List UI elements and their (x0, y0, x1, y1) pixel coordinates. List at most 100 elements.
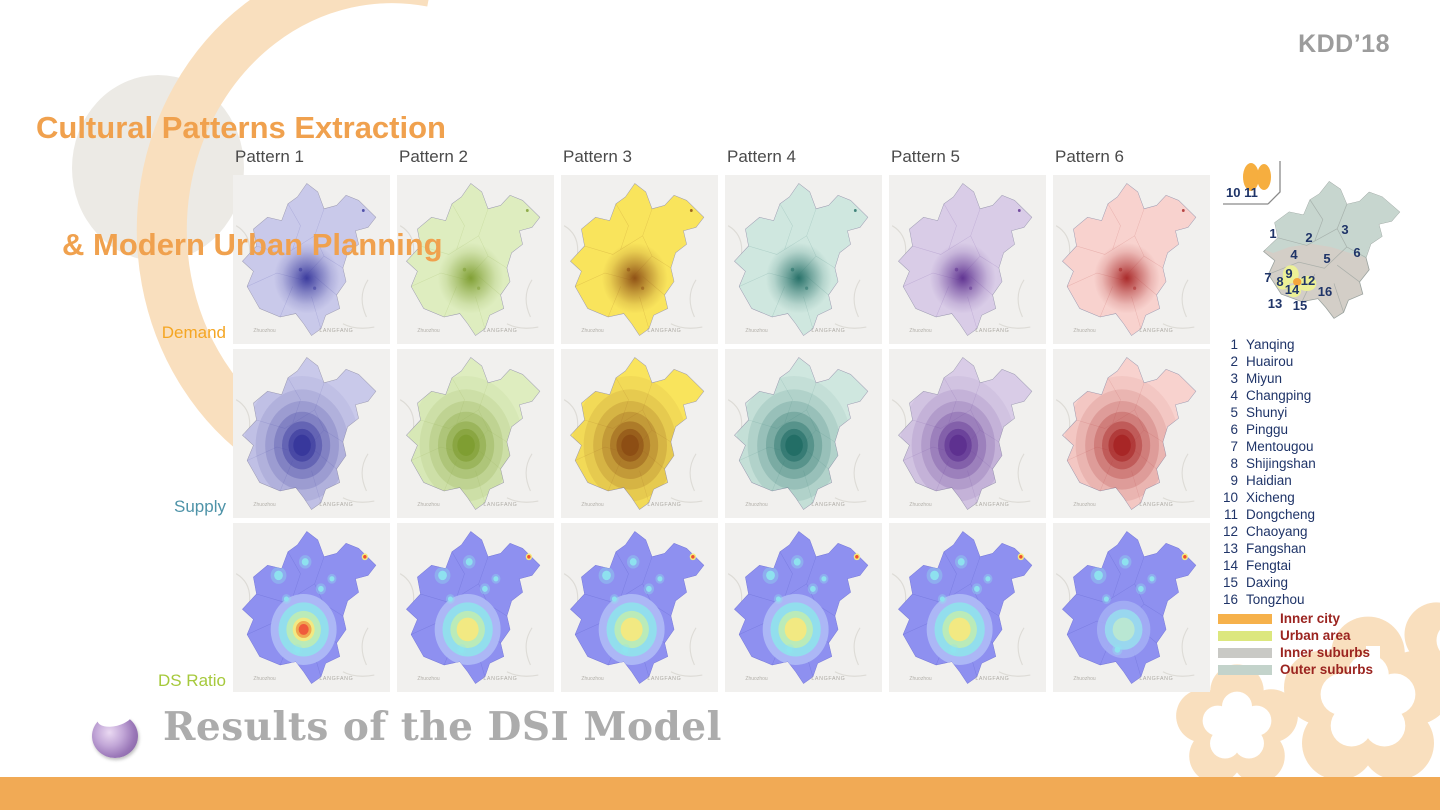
svg-text:Zhuozhou: Zhuozhou (745, 676, 767, 682)
category-row: Urban area (1218, 627, 1436, 644)
district-list-item: 5 Shunyi (1218, 404, 1436, 421)
district-num: 2 (1230, 354, 1238, 369)
district-name: Xicheng (1246, 490, 1295, 505)
district-name: Fengtai (1246, 558, 1292, 573)
svg-text:Zhuozhou: Zhuozhou (1073, 676, 1095, 682)
district-list-item: 4 Changping (1218, 387, 1436, 404)
district-num: 12 (1222, 524, 1238, 539)
svg-text:LANGFANG: LANGFANG (811, 328, 845, 334)
district-name: Dongcheng (1246, 507, 1316, 522)
district-number-8: 8 (1276, 274, 1283, 289)
map-ds-pattern-1: Zhuozhou LANGFANG (233, 523, 390, 692)
category-label: Outer suburbs (1280, 661, 1374, 677)
district-number-12: 12 (1301, 273, 1315, 288)
district-name: Tongzhou (1246, 592, 1305, 607)
decor-flowers (1176, 602, 1440, 783)
district-name: Haidian (1246, 473, 1292, 488)
district-list: 1 Yanqing 2 Huairou 3 Miyun 4 Changping 5 Sh… (1218, 336, 1436, 608)
district-num: 14 (1222, 558, 1238, 573)
district-number-15: 15 (1293, 298, 1307, 313)
district-list-item: 8 Shijingshan (1218, 455, 1436, 472)
district-name: Changping (1246, 388, 1312, 403)
district-list-item: 15 Daxing (1218, 574, 1436, 591)
district-number-6: 6 (1353, 245, 1360, 260)
map-demand-pattern-4: Zhuozhou LANGFANG (725, 175, 882, 344)
district-num: 7 (1230, 439, 1238, 454)
district-num: 16 (1222, 592, 1238, 607)
title-line-1: Cultural Patterns Extraction (36, 110, 446, 145)
svg-text:Zhuozhou: Zhuozhou (1073, 502, 1095, 508)
pattern-header-1: Pattern 1 (235, 147, 304, 166)
district-name: Shunyi (1246, 405, 1288, 420)
district-list-item: 12 Chaoyang (1218, 523, 1436, 540)
svg-text:LANGFANG: LANGFANG (1139, 502, 1173, 508)
svg-text:Zhuozhou: Zhuozhou (253, 676, 275, 682)
district-num: 9 (1230, 473, 1238, 488)
svg-text:Zhuozhou: Zhuozhou (417, 502, 439, 508)
map-ds-pattern-4: Zhuozhou LANGFANG (725, 523, 882, 692)
section-heading: Results of the DSI Model (163, 704, 722, 750)
urban-area-region (1297, 275, 1317, 292)
svg-text:Zhuozhou: Zhuozhou (745, 328, 767, 334)
district-list-item: 7 Mentougou (1218, 438, 1436, 455)
category-label: Inner suburbs (1280, 644, 1371, 660)
category-row: Outer suburbs (1218, 661, 1436, 678)
svg-text:Zhuozhou: Zhuozhou (253, 502, 275, 508)
svg-text:Zhuozhou: Zhuozhou (581, 676, 603, 682)
pattern-header-4: Pattern 4 (727, 147, 796, 166)
district-num: 8 (1230, 456, 1238, 471)
legend-panel: 10 11 1 2 3 4 5 6 7 8 9 12 13 14 15 16 1 Yanqing 2 Hua… (1218, 158, 1436, 678)
district-name: Pinggu (1246, 422, 1289, 437)
svg-text:LANGFANG: LANGFANG (483, 676, 517, 682)
svg-text:LANGFANG: LANGFANG (1139, 676, 1173, 682)
svg-text:LANGFANG: LANGFANG (1139, 328, 1173, 334)
row-label-ds: DS Ratio (157, 671, 226, 690)
map-demand-pattern-2: Zhuozhou LANGFANG (397, 175, 554, 344)
svg-text:Zhuozhou: Zhuozhou (417, 676, 439, 682)
svg-text:LANGFANG: LANGFANG (647, 502, 681, 508)
district-number-14: 14 (1285, 282, 1300, 297)
svg-text:Zhuozhou: Zhuozhou (745, 502, 767, 508)
map-ds-pattern-2: Zhuozhou LANGFANG (397, 523, 554, 692)
district-num: 15 (1222, 575, 1238, 590)
inset-xicheng-shape (1243, 163, 1259, 191)
map-demand-pattern-3: Zhuozhou LANGFANG (561, 175, 718, 344)
category-row: Inner suburbs (1218, 644, 1436, 661)
category-legend: Inner city Urban area Inner suburbs Oute… (1218, 610, 1436, 678)
district-num: 3 (1230, 371, 1238, 386)
svg-text:LANGFANG: LANGFANG (811, 502, 845, 508)
map-ds-pattern-5: Zhuozhou LANGFANG (889, 523, 1046, 692)
svg-text:LANGFANG: LANGFANG (483, 502, 517, 508)
row-label-supply: Supply (174, 497, 226, 516)
category-swatch (1218, 647, 1272, 658)
district-name: Miyun (1246, 371, 1283, 386)
district-num: 6 (1230, 422, 1238, 437)
map-supply-pattern-3: Zhuozhou LANGFANG (561, 349, 718, 518)
category-label: Inner city (1280, 610, 1341, 626)
map-supply-pattern-4: Zhuozhou LANGFANG (725, 349, 882, 518)
map-supply-pattern-6: Zhuozhou LANGFANG (1053, 349, 1210, 518)
map-demand-pattern-1: Zhuozhou LANGFANG (233, 175, 390, 344)
map-ds-pattern-3: Zhuozhou LANGFANG (561, 523, 718, 692)
inset-dongcheng-shape (1257, 164, 1271, 190)
svg-text:LANGFANG: LANGFANG (647, 676, 681, 682)
svg-text:Zhuozhou: Zhuozhou (581, 502, 603, 508)
category-swatch (1218, 664, 1272, 675)
district-number-9: 9 (1285, 266, 1292, 281)
district-number-13: 13 (1268, 296, 1282, 311)
outer-suburbs-region (1265, 181, 1400, 258)
map-ds-pattern-6: Zhuozhou LANGFANG (1053, 523, 1210, 692)
district-name: Fangshan (1246, 541, 1307, 556)
svg-text:LANGFANG: LANGFANG (975, 676, 1009, 682)
map-demand-pattern-6: Zhuozhou LANGFANG (1053, 175, 1210, 344)
district-number-4: 4 (1290, 247, 1298, 262)
svg-text:Zhuozhou: Zhuozhou (909, 328, 931, 334)
district-list-item: 16 Tongzhou (1218, 591, 1436, 608)
category-label: Urban area (1280, 627, 1351, 643)
district-number-5: 5 (1323, 251, 1330, 266)
district-num: 10 (1222, 490, 1238, 505)
conference-badge: KDD’18 (1298, 30, 1390, 58)
district-list-item: 6 Pinggu (1218, 421, 1436, 438)
district-number-1: 1 (1269, 226, 1276, 241)
category-row: Inner city (1218, 610, 1436, 627)
